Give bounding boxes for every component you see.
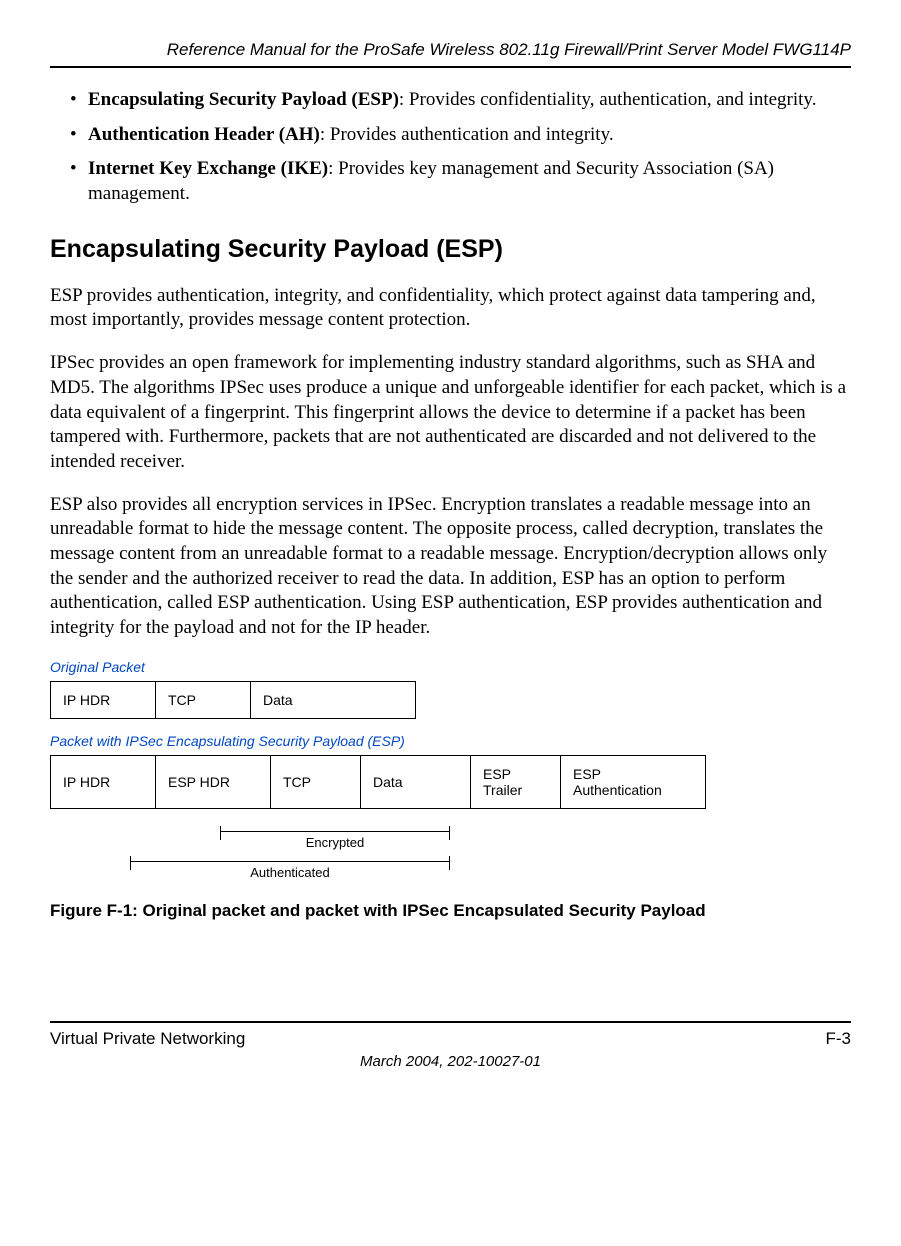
packet-cell: Data	[251, 681, 416, 718]
packet-cell: IP HDR	[51, 681, 156, 718]
encrypted-bracket	[220, 831, 450, 832]
packet-cell: ESP HDR	[156, 755, 271, 808]
figure-block: Original Packet IP HDR TCP Data Packet w…	[50, 659, 851, 921]
encrypted-label: Encrypted	[220, 835, 450, 850]
esp-packet-table: IP HDR ESP HDR TCP Data ESP Trailer ESP …	[50, 755, 706, 809]
footer-rule	[50, 1021, 851, 1023]
packet-cell: TCP	[156, 681, 251, 718]
bullet-term: Internet Key Exchange (IKE)	[88, 158, 328, 179]
footer-right: F-3	[826, 1029, 852, 1049]
bullet-item: Internet Key Exchange (IKE): Provides ke…	[70, 157, 851, 206]
body-paragraph: IPSec provides an open framework for imp…	[50, 351, 851, 474]
figure-caption: Figure F-1: Original packet and packet w…	[50, 901, 851, 921]
authenticated-label: Authenticated	[130, 865, 450, 880]
body-paragraph: ESP provides authentication, integrity, …	[50, 284, 851, 333]
packet-cell: TCP	[271, 755, 361, 808]
packet-cell: IP HDR	[51, 755, 156, 808]
authenticated-bracket	[130, 861, 450, 862]
footer-left: Virtual Private Networking	[50, 1029, 245, 1049]
header-title: Reference Manual for the ProSafe Wireles…	[50, 40, 851, 60]
bullet-term: Encapsulating Security Payload (ESP)	[88, 89, 399, 110]
bullet-item: Encapsulating Security Payload (ESP): Pr…	[70, 88, 851, 113]
packet-cell: Data	[361, 755, 471, 808]
packet-cell: ESP Trailer	[471, 755, 561, 808]
bullet-term: Authentication Header (AH)	[88, 124, 320, 145]
body-paragraph: ESP also provides all encryption service…	[50, 493, 851, 641]
bullet-desc: : Provides authentication and integrity.	[320, 124, 614, 145]
figure-label-original: Original Packet	[50, 659, 851, 675]
bullet-desc: : Provides confidentiality, authenticati…	[399, 89, 817, 110]
original-packet-table: IP HDR TCP Data	[50, 681, 416, 719]
header-rule	[50, 66, 851, 68]
bracket-wrap: Encrypted Authenticated	[50, 823, 851, 893]
bullet-list: Encapsulating Security Payload (ESP): Pr…	[50, 88, 851, 207]
page-footer: Virtual Private Networking F-3 March 200…	[50, 1021, 851, 1070]
figure-label-esp: Packet with IPSec Encapsulating Security…	[50, 733, 851, 749]
packet-cell: ESP Authentication	[561, 755, 706, 808]
bullet-item: Authentication Header (AH): Provides aut…	[70, 123, 851, 148]
section-heading: Encapsulating Security Payload (ESP)	[50, 235, 851, 264]
footer-bottom: March 2004, 202-10027-01	[50, 1053, 851, 1070]
